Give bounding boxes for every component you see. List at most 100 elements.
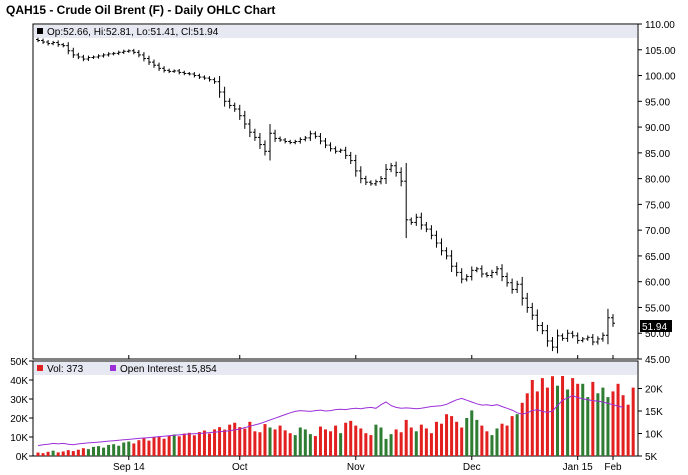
- date-tick-label: Nov: [347, 462, 365, 473]
- volume-bar: [596, 393, 600, 456]
- ohlc-bar: [444, 247, 449, 260]
- volume-bar: [192, 435, 196, 456]
- ohlc-bar: [378, 176, 383, 185]
- ohlc-bar: [207, 76, 212, 82]
- ohlc-bar: [363, 175, 368, 186]
- date-tick-label: Oct: [232, 462, 248, 473]
- oi-tick-label: 15K: [645, 407, 663, 418]
- ohlc-bar: [222, 86, 227, 107]
- volume-bar: [91, 446, 95, 456]
- date-tick-label: Sep 14: [113, 462, 145, 473]
- volume-bar: [349, 420, 353, 456]
- ohlc-bar: [318, 133, 323, 145]
- ohlc-bar: [459, 268, 464, 284]
- price-tick-label: 80.00: [645, 175, 670, 186]
- ohlc-bar: [545, 324, 550, 347]
- ohlc-bar: [520, 276, 525, 306]
- ohlc-bar: [66, 42, 71, 55]
- ohlc-bar: [273, 129, 278, 142]
- volume-bar: [616, 383, 620, 456]
- volume-bar: [132, 443, 136, 456]
- volume-bar: [238, 427, 242, 456]
- volume-bar: [414, 431, 418, 456]
- ohlc-bar: [152, 59, 157, 68]
- volume-bar: [207, 433, 211, 456]
- volume-bar: [157, 436, 161, 456]
- ohlc-bar: [51, 40, 56, 46]
- ohlc-bar: [525, 292, 530, 313]
- ohlc-bar: [197, 73, 202, 80]
- volume-bar: [540, 378, 544, 456]
- volume-bar: [97, 446, 101, 456]
- volume-legend-band: [34, 362, 637, 375]
- oi-tick-label: 20K: [645, 385, 663, 396]
- ohlc-bar: [555, 329, 560, 354]
- ohlc-bar: [389, 162, 394, 173]
- volume-bar: [419, 424, 423, 456]
- ohlc-bar: [353, 154, 358, 177]
- ohlc-bar: [278, 136, 283, 142]
- price-tick-label: 105.00: [645, 46, 676, 57]
- ohlc-bar: [338, 148, 343, 153]
- ohlc-bar: [535, 309, 540, 332]
- ohlc-bar: [76, 52, 81, 60]
- volume-bar: [389, 434, 393, 456]
- vol-legend-swatch: [37, 365, 43, 371]
- volume-bar: [394, 429, 398, 456]
- volume-bar: [495, 428, 499, 456]
- volume-bar: [142, 438, 146, 456]
- volume-bar: [308, 434, 312, 456]
- ohlc-bar: [192, 72, 197, 78]
- volume-bar: [318, 426, 322, 456]
- volume-bar: [485, 431, 489, 456]
- ohlc-bar: [550, 337, 555, 352]
- volume-bar: [601, 387, 605, 456]
- ohlc-bar: [41, 38, 46, 44]
- ohlc-bar: [333, 146, 338, 154]
- date-tick-label: Feb: [604, 462, 622, 473]
- volume-bar: [409, 427, 413, 456]
- volume-bar: [631, 387, 635, 456]
- ohlc-bar: [182, 70, 187, 76]
- volume-bar: [107, 444, 111, 456]
- volume-bar: [112, 444, 116, 456]
- ohlc-bar: [268, 124, 273, 161]
- volume-bar: [329, 431, 333, 456]
- volume-bar: [384, 438, 388, 456]
- ohlc-bar: [484, 272, 489, 278]
- ohlc-bar: [81, 54, 86, 62]
- ohlc-bar: [384, 164, 389, 184]
- volume-bar: [213, 429, 217, 456]
- volume-bar: [500, 423, 504, 456]
- ohlc-bar: [237, 104, 242, 120]
- ohlc-bar: [116, 50, 121, 56]
- volume-bar: [76, 449, 80, 456]
- volume-bar: [525, 393, 529, 456]
- ohlc-bar: [605, 308, 610, 345]
- ohlc-bar: [283, 138, 288, 144]
- price-tick-label: 70.00: [645, 226, 670, 237]
- volume-bar: [122, 442, 126, 456]
- volume-bar: [152, 437, 156, 456]
- price-tick-label: 95.00: [645, 97, 670, 108]
- last-price-label: 51.94: [642, 322, 667, 333]
- volume-bar: [218, 427, 222, 456]
- ohlc-bar: [157, 62, 162, 71]
- volume-bar: [223, 429, 227, 456]
- volume-bar: [339, 433, 343, 456]
- volume-bar: [515, 414, 519, 456]
- volume-bar: [177, 436, 181, 456]
- volume-bar: [581, 383, 585, 456]
- volume-bar: [66, 450, 70, 456]
- volume-bar: [56, 452, 60, 456]
- volume-bar: [591, 381, 595, 456]
- volume-bar: [586, 397, 590, 456]
- ohlc-bar: [262, 140, 267, 156]
- volume-bar: [490, 435, 494, 456]
- date-axis: Sep 14 Oct Nov Dec Jan 15 Feb: [113, 355, 622, 473]
- ohlc-bar: [71, 47, 76, 58]
- volume-bar: [298, 427, 302, 456]
- volume-bar: [117, 445, 121, 456]
- ohlc-bar: [257, 132, 262, 150]
